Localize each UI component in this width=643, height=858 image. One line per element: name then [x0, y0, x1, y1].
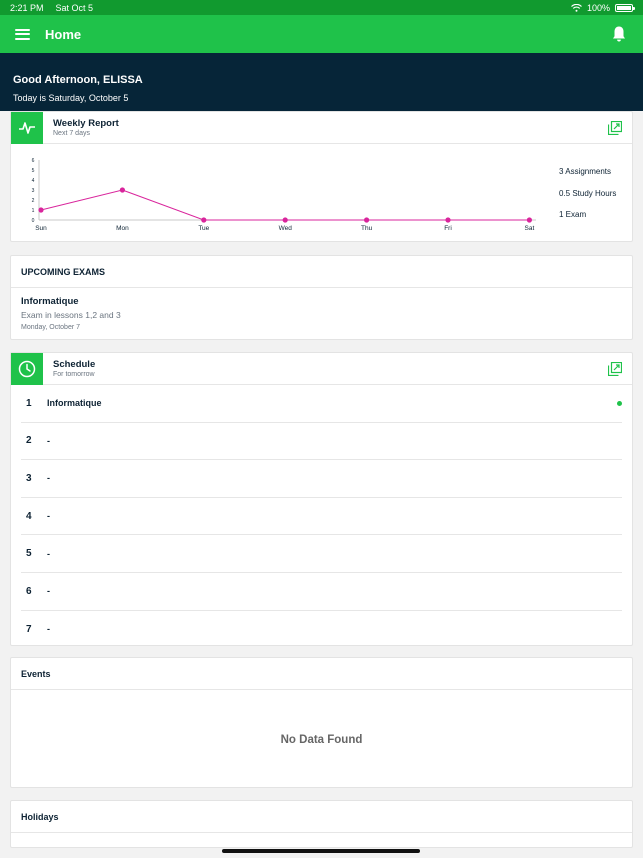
exam-title: Informatique	[21, 296, 79, 307]
chart-point-sun	[38, 207, 44, 213]
schedule-subtitle: For tomorrow	[53, 371, 95, 378]
period-subject: Informatique	[47, 398, 102, 409]
x-tick-label: Thu	[361, 225, 373, 232]
chart-point-mon	[119, 187, 125, 193]
y-tick-label: 3	[32, 188, 35, 194]
greeting-banner: Good Afternoon, ELISSA Today is Saturday…	[0, 53, 643, 111]
activity-icon	[11, 111, 43, 144]
home-indicator[interactable]	[222, 849, 420, 853]
chart-point-sat	[526, 217, 532, 223]
schedule-row[interactable]: 1 Informatique	[21, 385, 622, 423]
weekly-chart: 0 1 2 3 4 5 6 Sun Mon Tue Wed Thu Fri Sat	[32, 158, 536, 232]
period-number: 4	[26, 510, 32, 522]
x-tick-label: Mon	[116, 225, 129, 232]
chart-point-thu	[364, 217, 370, 223]
stat-assignments: 3 Assignments	[559, 167, 612, 176]
schedule-card: Schedule For tomorrow 1 Informatique 2 -…	[10, 352, 633, 646]
chart-series-line	[40, 189, 530, 221]
x-tick-label: Sat	[525, 225, 535, 232]
y-tick-label: 5	[32, 168, 35, 174]
open-external-icon[interactable]	[608, 362, 622, 376]
hamburger-icon[interactable]	[15, 28, 30, 40]
weekly-stats: 3 Assignments 0.5 Study Hours 1 Exam	[559, 167, 616, 232]
schedule-row[interactable]: 7 -	[21, 611, 622, 649]
status-time: 2:21 PM	[10, 2, 44, 13]
x-tick-label: Fri	[444, 225, 452, 232]
schedule-row[interactable]: 2 -	[21, 423, 622, 461]
period-subject: -	[47, 624, 50, 635]
period-subject: -	[47, 435, 50, 446]
holidays-title: Holidays	[11, 801, 632, 833]
status-bar: 2:21 PM Sat Oct 5 100%	[0, 0, 643, 15]
active-indicator	[617, 400, 622, 406]
stat-study-hours: 0.5 Study Hours	[559, 188, 617, 198]
events-card: Events No Data Found	[10, 657, 633, 788]
status-date: Sat Oct 5	[55, 2, 94, 13]
weekly-report-card: Weekly Report Next 7 days 0 1 2 3 4 5 6 Sun Mon…	[10, 111, 633, 242]
wifi-icon	[571, 3, 582, 12]
bell-icon[interactable]	[610, 25, 628, 43]
upcoming-exams-title: UPCOMING EXAMS	[11, 256, 632, 288]
period-subject: -	[47, 548, 50, 559]
period-number: 5	[26, 548, 32, 560]
events-title: Events	[11, 658, 632, 690]
period-subject: -	[47, 511, 50, 522]
period-number: 2	[26, 435, 32, 447]
holidays-card: Holidays	[10, 800, 633, 848]
upcoming-exams-card: UPCOMING EXAMS Informatique Exam in less…	[10, 255, 633, 340]
weekly-report-subtitle: Next 7 days	[53, 130, 90, 137]
schedule-title: Schedule	[53, 359, 96, 370]
chart-point-tue	[201, 217, 207, 223]
greeting-title: Good Afternoon, ELISSA	[13, 74, 143, 86]
period-subject: -	[47, 473, 50, 484]
exam-item[interactable]: Informatique Exam in lessons 1,2 and 3 M…	[11, 288, 632, 339]
page-title: Home	[45, 26, 82, 42]
period-number: 6	[26, 585, 32, 597]
stat-exams: 1 Exam	[559, 210, 587, 219]
period-number: 3	[26, 472, 32, 484]
y-tick-label: 2	[32, 198, 35, 204]
schedule-row[interactable]: 6 -	[21, 573, 622, 611]
chart-point-wed	[282, 217, 288, 223]
y-tick-label: 0	[32, 218, 35, 224]
y-tick-label: 6	[32, 158, 35, 164]
events-empty-state: No Data Found	[280, 733, 363, 746]
x-tick-label: Tue	[198, 225, 209, 232]
schedule-row[interactable]: 3 -	[21, 460, 622, 498]
schedule-list: 1 Informatique 2 - 3 - 4 - 5 - 6 - 7 -	[11, 385, 632, 648]
weekly-report-header: Weekly Report Next 7 days	[11, 111, 632, 144]
y-tick-label: 1	[32, 208, 35, 214]
x-tick-label: Wed	[279, 225, 293, 232]
clock-icon	[11, 352, 43, 385]
exam-date: Monday, October 7	[21, 324, 81, 331]
greeting-date: Today is Saturday, October 5	[13, 93, 129, 103]
y-tick-label: 4	[32, 178, 35, 184]
chart-point-fri	[445, 217, 451, 223]
battery-percent: 100%	[586, 2, 610, 13]
period-subject: -	[47, 586, 50, 597]
schedule-header: Schedule For tomorrow	[11, 352, 632, 385]
x-tick-label: Sun	[35, 225, 47, 232]
schedule-row[interactable]: 5 -	[21, 535, 622, 573]
period-number: 1	[26, 397, 32, 409]
open-external-icon[interactable]	[608, 121, 622, 135]
weekly-report-title: Weekly Report	[53, 118, 119, 129]
battery-icon	[615, 3, 635, 12]
period-number: 7	[26, 623, 32, 635]
schedule-row[interactable]: 4 -	[21, 498, 622, 536]
exam-description: Exam in lessons 1,2 and 3	[21, 310, 121, 320]
nav-bar: Home	[0, 15, 643, 53]
